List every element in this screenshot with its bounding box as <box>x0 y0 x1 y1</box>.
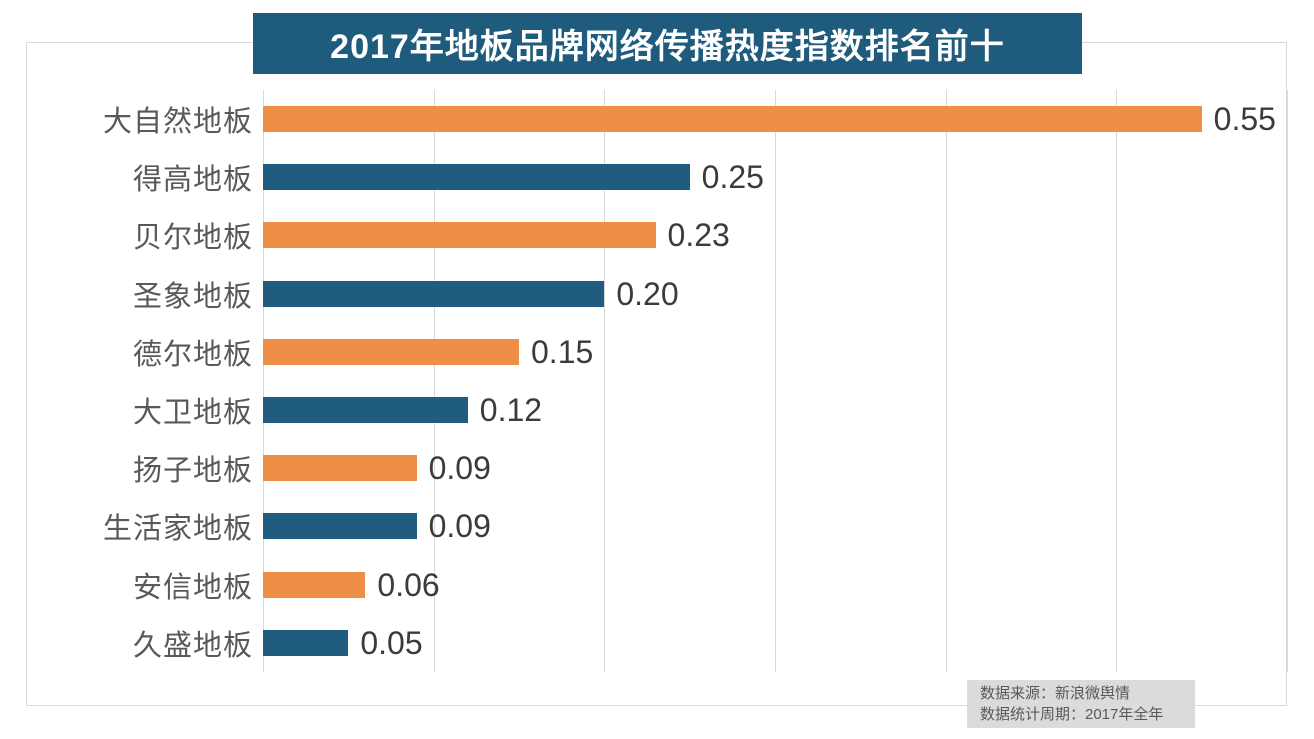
bar <box>263 222 656 249</box>
bar-row: 大自然地板 0.55 <box>103 90 1287 148</box>
bar-rows-layer: 大自然地板 0.55 得高地板 0.25 贝尔地板 0.23 圣象地板 0.20 德尔地板 0.1… <box>103 90 1287 672</box>
bar-row: 久盛地板 0.05 <box>133 614 1287 672</box>
category-label: 圣象地板 <box>132 280 253 313</box>
category-label: 德尔地板 <box>132 338 253 371</box>
bar-row: 安信地板 0.06 <box>133 556 1287 614</box>
gridline-0.2 <box>604 90 606 672</box>
bar-row: 得高地板 0.25 <box>133 148 1287 206</box>
data-source-box: 数据来源：新浪微舆情 数据统计周期：2017年全年 <box>967 680 1195 728</box>
bar-row: 大卫地板 0.12 <box>133 381 1287 439</box>
category-label: 安信地板 <box>132 571 253 604</box>
bar <box>263 280 605 307</box>
gridline-0.5 <box>1116 90 1118 672</box>
value-label: 0.20 <box>616 275 679 312</box>
data-period-line: 数据统计周期：2017年全年 <box>980 706 1164 723</box>
bar-row: 圣象地板 0.20 <box>133 265 1287 323</box>
bar-row: 贝尔地板 0.23 <box>133 206 1287 264</box>
category-label: 生活家地板 <box>102 513 253 546</box>
value-label: 0.23 <box>667 217 730 254</box>
value-label: 0.09 <box>428 508 491 545</box>
value-label: 0.25 <box>701 159 764 196</box>
category-label: 扬子地板 <box>132 455 253 488</box>
gridline-0.3 <box>775 90 776 672</box>
gridline-0.4 <box>945 90 947 672</box>
chart-title-banner: 2017年地板品牌网络传播热度指数排名前十 <box>253 13 1082 74</box>
bar-row: 德尔地板 0.15 <box>133 323 1287 381</box>
bar-row: 生活家地板 0.09 <box>103 497 1287 555</box>
category-label: 大自然地板 <box>102 106 253 139</box>
value-label: 0.06 <box>377 566 440 603</box>
bar <box>263 106 1202 133</box>
data-source-line: 数据来源：新浪微舆情 <box>980 685 1131 702</box>
bar <box>263 513 417 540</box>
gridline-0.6 <box>1287 90 1288 672</box>
value-label: 0.15 <box>531 333 594 370</box>
value-label: 0.55 <box>1213 101 1276 138</box>
category-label: 得高地板 <box>132 164 253 197</box>
bar-row: 扬子地板 0.09 <box>133 439 1287 497</box>
bar <box>263 164 690 191</box>
bar <box>263 571 366 598</box>
bar <box>263 338 519 365</box>
value-label: 0.12 <box>479 392 543 429</box>
gridline-0 <box>263 90 264 672</box>
value-label: 0.05 <box>360 624 423 661</box>
value-label: 0.09 <box>428 450 491 487</box>
bar <box>263 629 349 656</box>
gridlines-layer <box>263 90 1288 672</box>
category-label: 久盛地板 <box>132 629 253 662</box>
gridline-0.1 <box>433 90 435 672</box>
bar <box>263 455 417 482</box>
category-label: 大卫地板 <box>132 397 253 430</box>
bar <box>263 397 468 424</box>
category-label: 贝尔地板 <box>132 222 253 255</box>
chart-title: 2017年地板品牌网络传播热度指数排名前十 <box>330 28 1005 66</box>
